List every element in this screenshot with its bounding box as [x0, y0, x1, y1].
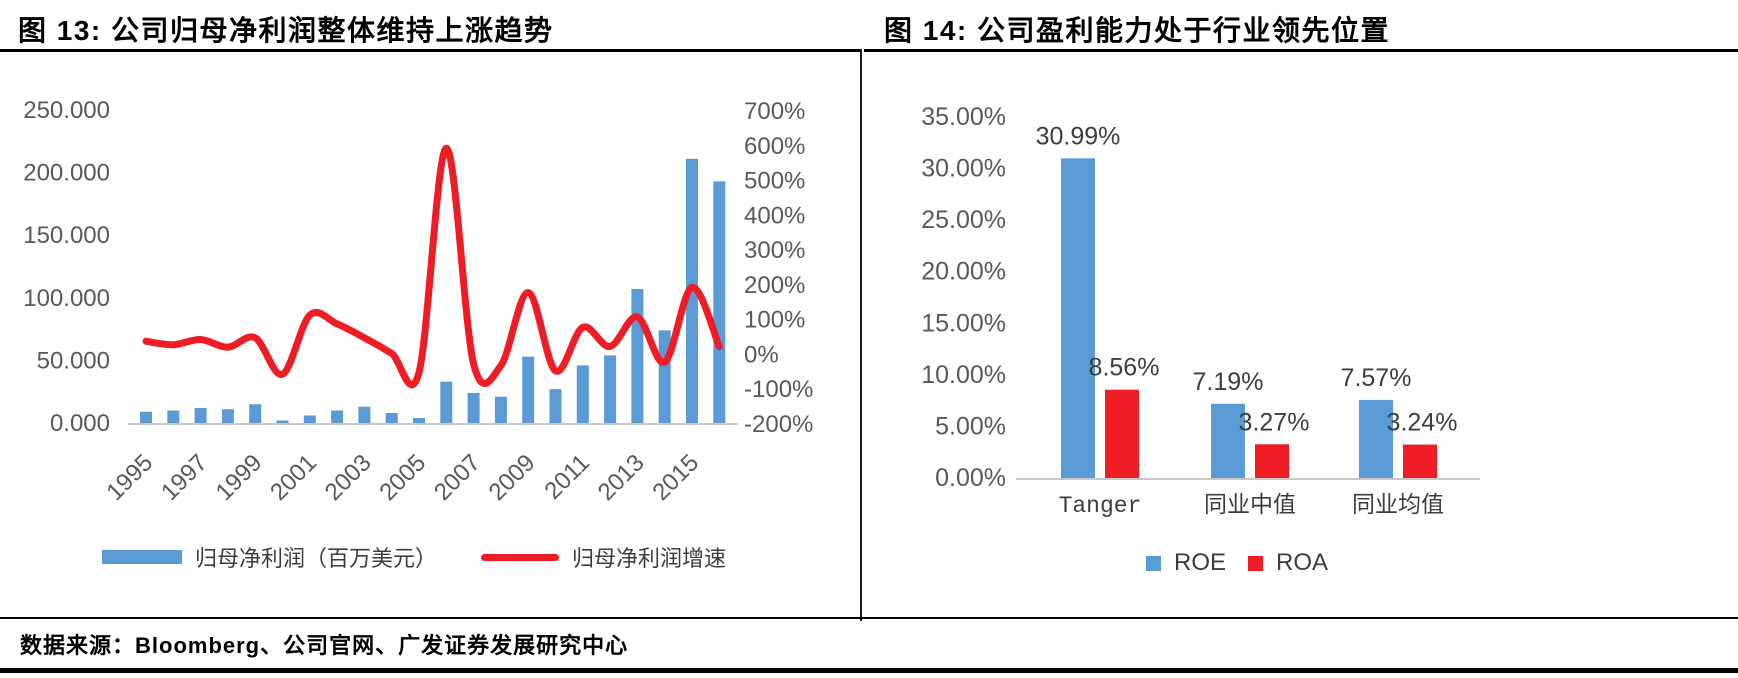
svg-text:10.00%: 10.00%: [921, 361, 1006, 389]
svg-text:200%: 200%: [744, 272, 805, 299]
svg-text:2011: 2011: [539, 449, 595, 505]
legend-item-roe: ROE: [1146, 549, 1226, 577]
category-labels: Tanger 同业中值 同业均值: [1059, 492, 1444, 519]
svg-text:-200%: -200%: [744, 411, 813, 438]
svg-text:2003: 2003: [320, 449, 377, 506]
roa-swatch-icon: [1248, 555, 1264, 571]
panel-divider-line: [860, 49, 862, 621]
svg-text:35.00%: 35.00%: [921, 103, 1006, 131]
svg-text:300%: 300%: [744, 237, 805, 264]
svg-text:8.56%: 8.56%: [1089, 354, 1160, 382]
svg-text:Tanger: Tanger: [1059, 493, 1142, 519]
net-profit-combo-chart: 0.000 50.000 100.000 150.000 200.000 250.000 -…: [23, 97, 813, 506]
figure-14-title-underline: [864, 49, 1738, 52]
legend-item-growth: 归母净利润增速: [481, 541, 726, 573]
svg-text:7.57%: 7.57%: [1341, 364, 1412, 392]
svg-text:20.00%: 20.00%: [921, 258, 1006, 286]
legend-item-roa: ROA: [1248, 549, 1328, 577]
svg-text:250.000: 250.000: [23, 97, 110, 124]
figure-13-title: 图 13: 公司归母净利润整体维持上涨趋势: [18, 15, 554, 46]
svg-text:100.000: 100.000: [23, 285, 110, 312]
svg-text:400%: 400%: [744, 202, 805, 229]
svg-text:200.000: 200.000: [23, 160, 110, 187]
legend-label-net-profit: 归母净利润（百万美元）: [195, 546, 438, 571]
right-axis-labels: -200% -100% 0% 100% 200% 300% 400% 500% 600% 700%: [744, 98, 813, 438]
svg-text:1997: 1997: [156, 449, 213, 506]
svg-text:25.00%: 25.00%: [921, 206, 1006, 234]
svg-text:0%: 0%: [744, 341, 779, 368]
growth-rate-line: [142, 144, 723, 389]
svg-text:700%: 700%: [744, 98, 805, 125]
svg-text:50.000: 50.000: [37, 347, 110, 374]
svg-text:150.000: 150.000: [23, 222, 110, 249]
figure-14-title: 图 14: 公司盈利能力处于行业领先位置: [884, 15, 1391, 46]
svg-text:30.00%: 30.00%: [921, 155, 1006, 183]
data-source-note: 数据来源：Bloomberg、公司官网、广发证券发展研究中心: [20, 633, 629, 658]
svg-text:2007: 2007: [429, 449, 486, 506]
figure-13-title-underline: [0, 49, 860, 52]
roe-swatch-icon: [1146, 555, 1161, 571]
svg-text:2013: 2013: [593, 449, 650, 506]
legend-label-growth: 归母净利润增速: [572, 546, 727, 571]
svg-text:同业均值: 同业均值: [1352, 492, 1444, 519]
left-axis-labels: 0.000 50.000 100.000 150.000 200.000 250.000: [23, 97, 110, 437]
svg-text:2015: 2015: [647, 449, 704, 506]
svg-text:2001: 2001: [265, 449, 322, 506]
svg-text:5.00%: 5.00%: [935, 412, 1006, 440]
svg-text:600%: 600%: [744, 133, 805, 160]
line-swatch-icon: [481, 553, 560, 561]
svg-text:2009: 2009: [484, 449, 541, 506]
svg-text:3.24%: 3.24%: [1387, 409, 1458, 437]
svg-text:500%: 500%: [744, 168, 805, 195]
svg-text:同业中值: 同业中值: [1204, 492, 1296, 519]
roe-roa-bars: [1061, 158, 1437, 478]
y-axis-labels: 0.00% 5.00% 10.00% 15.00% 20.00% 25.00% 30.00%…: [921, 103, 1006, 492]
svg-text:-100%: -100%: [744, 376, 813, 403]
svg-text:100%: 100%: [744, 307, 805, 334]
figure-13-legend: 归母净利润（百万美元） 归母净利润增速: [102, 541, 726, 573]
legend-item-net-profit: 归母净利润（百万美元）: [102, 541, 437, 573]
roe-roa-bar-chart: 0.00% 5.00% 10.00% 15.00% 20.00% 25.00% 30.00%…: [921, 103, 1480, 519]
figure-14-legend: ROE ROA: [1146, 549, 1328, 577]
svg-text:3.27%: 3.27%: [1239, 408, 1310, 436]
legend-label-roe: ROE: [1174, 549, 1227, 576]
legend-label-roa: ROA: [1276, 549, 1329, 576]
svg-text:1995: 1995: [101, 449, 158, 506]
bar-value-labels: 30.99% 8.56% 7.19% 3.27% 7.57% 3.24%: [1036, 122, 1458, 436]
svg-text:2005: 2005: [374, 449, 431, 506]
net-profit-bars: [140, 158, 726, 423]
bottom-border-line: [0, 668, 1738, 673]
bar-swatch-icon: [102, 550, 182, 564]
svg-text:0.00%: 0.00%: [935, 464, 1006, 492]
svg-text:7.19%: 7.19%: [1193, 368, 1264, 396]
svg-text:0.000: 0.000: [50, 410, 110, 437]
svg-text:1999: 1999: [211, 449, 268, 506]
footer-separator-line: [0, 617, 1738, 619]
svg-text:30.99%: 30.99%: [1036, 122, 1121, 150]
svg-text:15.00%: 15.00%: [921, 309, 1006, 337]
